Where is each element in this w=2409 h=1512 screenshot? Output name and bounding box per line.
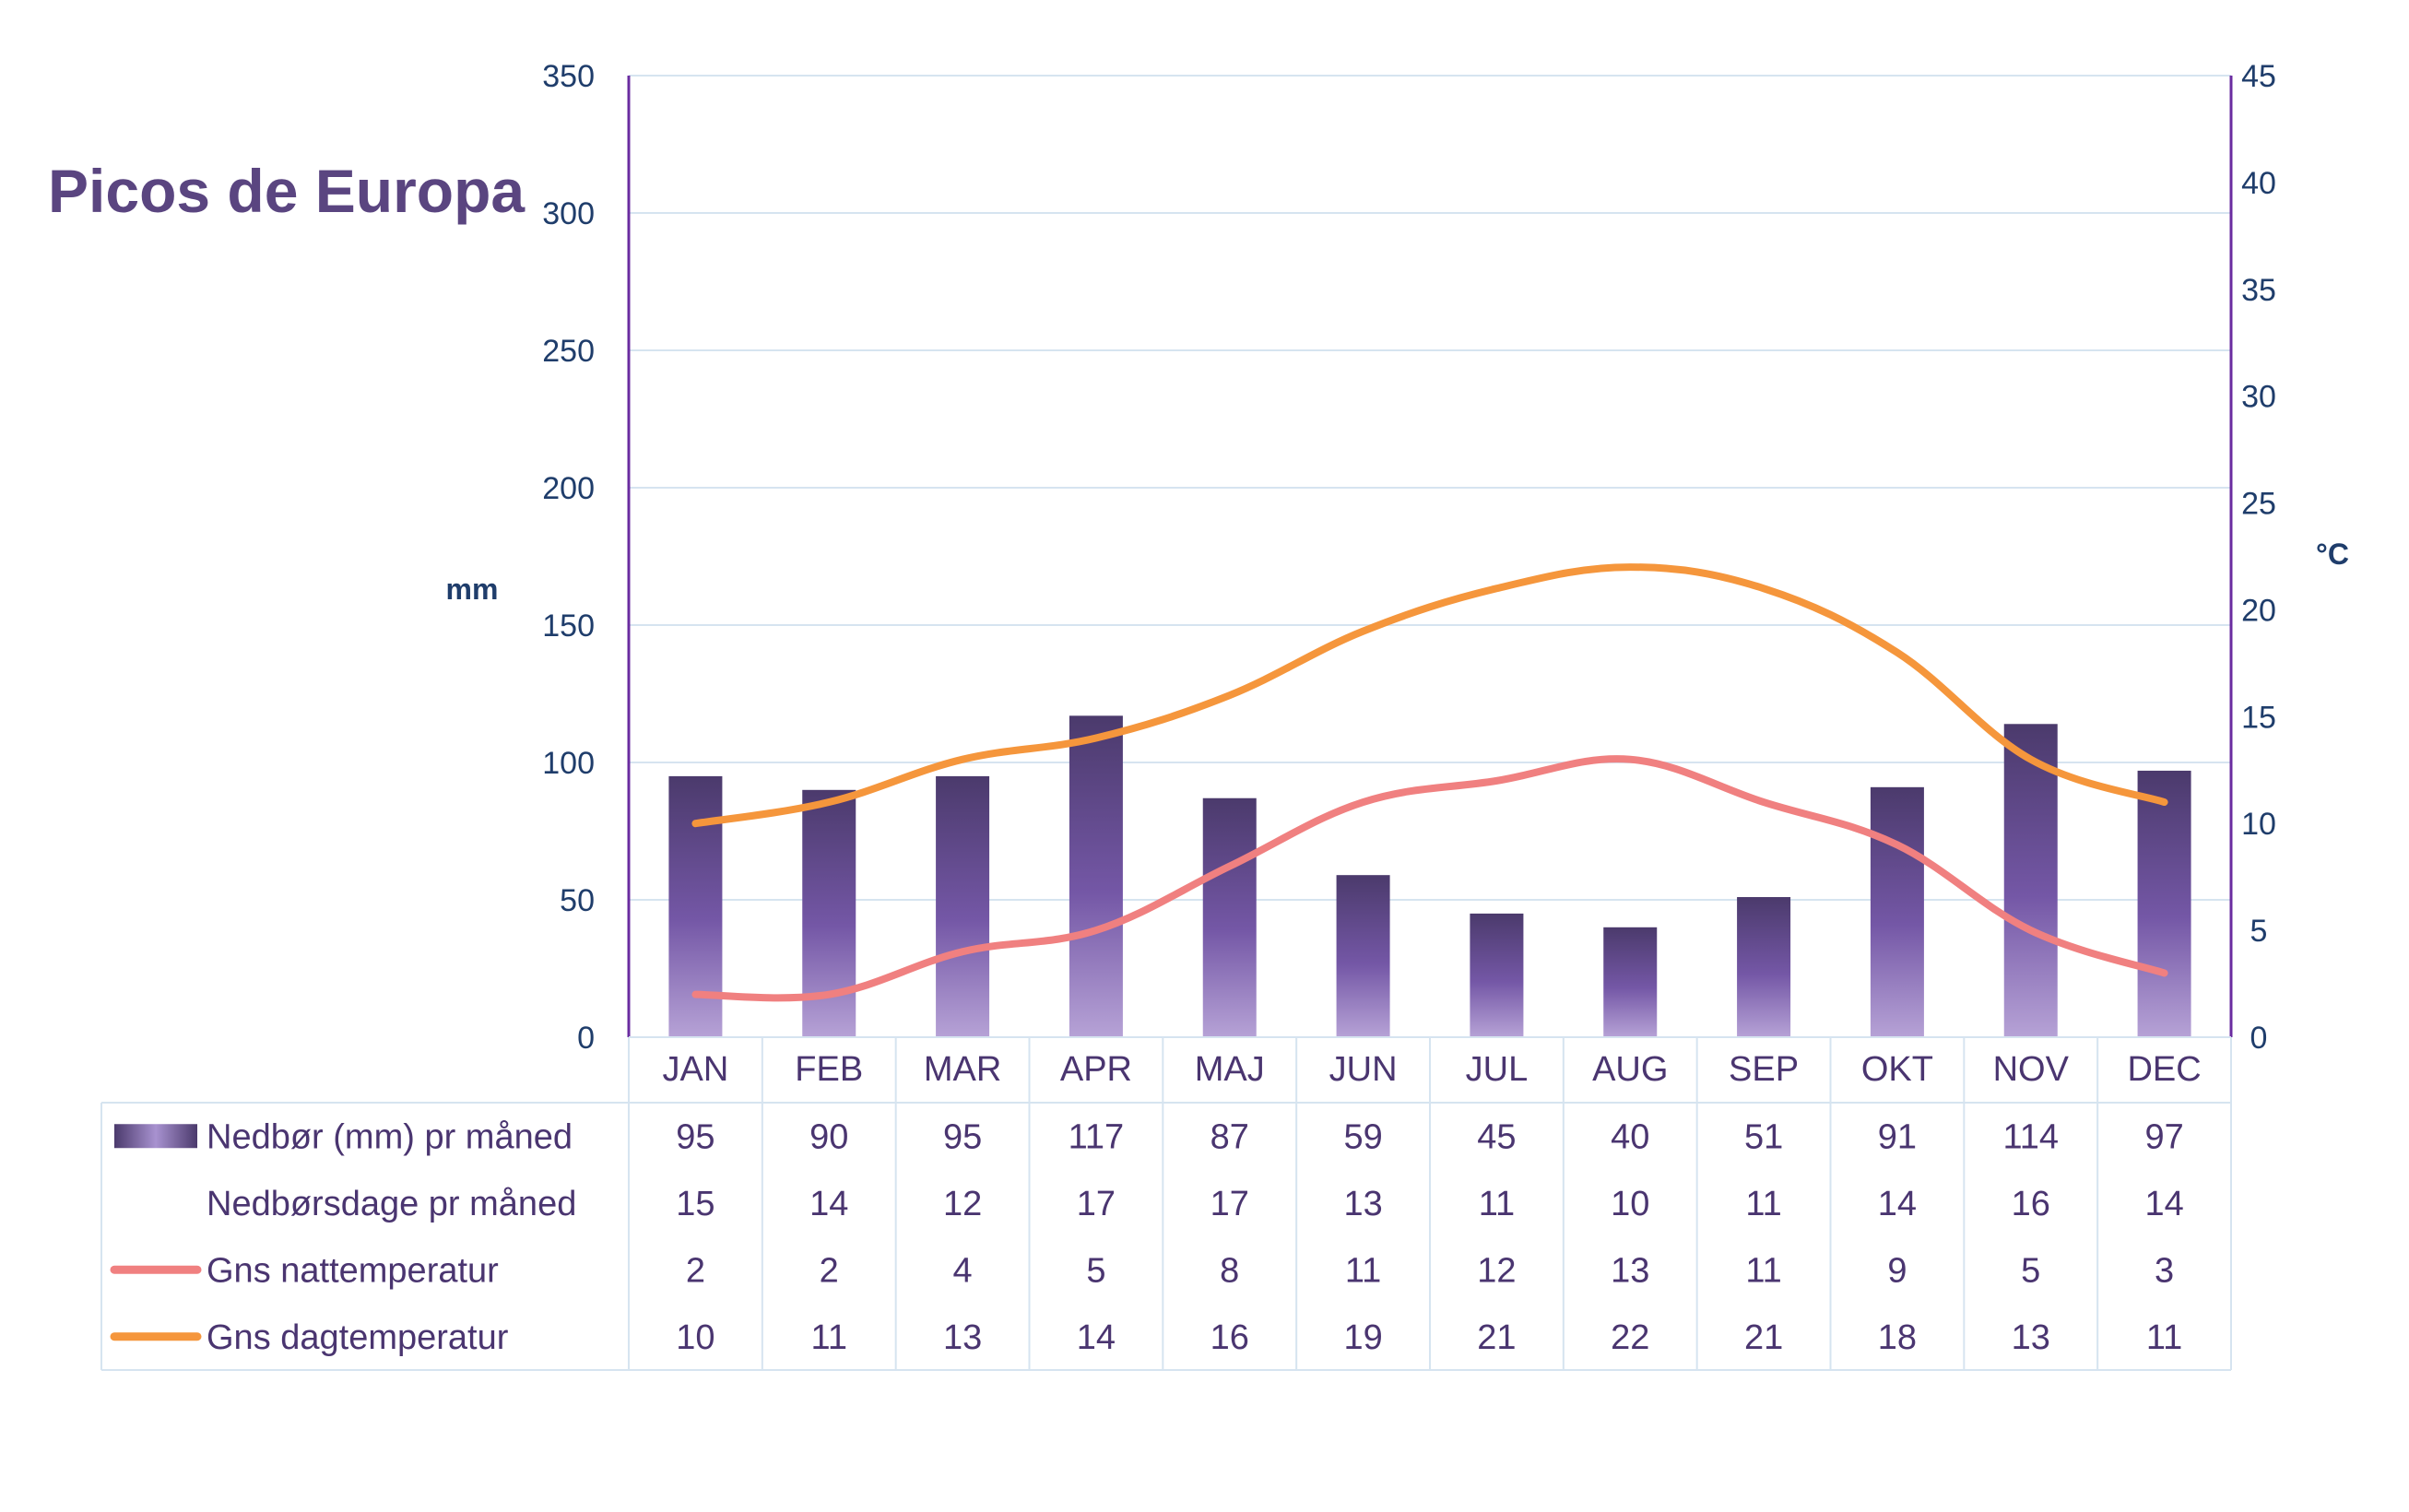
x-tick-label: OKT xyxy=(1861,1050,1933,1089)
right-tick-label: 0 xyxy=(2250,1021,2268,1056)
table-cell: 11 xyxy=(1745,1185,1781,1223)
x-tick-label: MAR xyxy=(924,1050,1001,1089)
table-cell: 11 xyxy=(1745,1251,1781,1290)
table-cell: 11 xyxy=(1479,1185,1515,1223)
left-tick-label: 100 xyxy=(542,746,595,781)
table-cell: 59 xyxy=(1343,1117,1382,1156)
x-tick-label: NOV xyxy=(1993,1050,2070,1089)
table-cell: 14 xyxy=(809,1185,848,1223)
table-cell: 95 xyxy=(943,1117,982,1156)
right-tick-label: 25 xyxy=(2241,487,2276,522)
table-cell: 16 xyxy=(2012,1185,2050,1223)
table-cell: 90 xyxy=(809,1117,848,1156)
right-tick-label: 5 xyxy=(2250,914,2268,949)
table-cell: 87 xyxy=(1210,1117,1249,1156)
table-cell: 18 xyxy=(1878,1318,1917,1357)
legend-swatch-precip xyxy=(114,1124,197,1149)
day-temp-line xyxy=(691,563,2168,828)
precip-bar xyxy=(1069,715,1123,1037)
table-cell: 17 xyxy=(1077,1185,1116,1223)
night-temp-line xyxy=(691,755,2168,1002)
table-cell: 11 xyxy=(1345,1251,1381,1290)
table-cell: 13 xyxy=(943,1318,982,1357)
x-tick-label: JUL xyxy=(1466,1050,1529,1089)
left-tick-label: 200 xyxy=(542,471,595,506)
x-tick-label: JAN xyxy=(663,1050,729,1089)
right-tick-label: 35 xyxy=(2241,273,2276,308)
left-tick-label: 300 xyxy=(542,196,595,231)
table-cell: 21 xyxy=(1744,1318,1783,1357)
table-cell: 45 xyxy=(1477,1117,1516,1156)
table-cell: 16 xyxy=(1210,1318,1249,1357)
table-cell: 5 xyxy=(1086,1251,1105,1290)
x-tick-label: JUN xyxy=(1329,1050,1398,1089)
table-row-label: Nedbør (mm) pr måned xyxy=(207,1117,573,1156)
table-cell: 19 xyxy=(1343,1318,1382,1357)
table-row-label: Nedbørsdage pr måned xyxy=(207,1185,576,1223)
table-cell: 10 xyxy=(1611,1185,1649,1223)
table-cell: 40 xyxy=(1611,1117,1649,1156)
table-cell: 21 xyxy=(1477,1318,1516,1357)
table-cell: 4 xyxy=(953,1251,973,1290)
table-cell: 5 xyxy=(2021,1251,2040,1290)
x-tick-label: APR xyxy=(1060,1050,1132,1089)
table-cell: 11 xyxy=(811,1318,847,1357)
table-cell: 9 xyxy=(1887,1251,1907,1290)
table-cell: 13 xyxy=(1343,1185,1382,1223)
precip-bar xyxy=(1737,897,1791,1037)
x-tick-label: DEC xyxy=(2127,1050,2201,1089)
table-cell: 2 xyxy=(820,1251,839,1290)
precip-bar xyxy=(1202,797,1257,1037)
precip-bar xyxy=(1603,927,1658,1037)
table-cell: 14 xyxy=(1878,1185,1917,1223)
precip-bar xyxy=(1870,786,1924,1037)
table-cell: 15 xyxy=(676,1185,714,1223)
right-tick-label: 45 xyxy=(2241,59,2276,94)
table-cell: 13 xyxy=(2012,1318,2050,1357)
table-row-label: Gns nattemperatur xyxy=(207,1251,499,1290)
table-cell: 95 xyxy=(676,1117,714,1156)
precip-bar xyxy=(1470,913,1524,1037)
table-cell: 12 xyxy=(943,1185,982,1223)
x-tick-label: AUG xyxy=(1592,1050,1668,1089)
right-tick-label: 20 xyxy=(2241,593,2276,628)
table-cell: 14 xyxy=(2144,1185,2183,1223)
table-cell: 91 xyxy=(1878,1117,1917,1156)
left-tick-label: 350 xyxy=(542,59,595,94)
table-cell: 51 xyxy=(1744,1117,1783,1156)
x-tick-label: FEB xyxy=(795,1050,863,1089)
precip-bar xyxy=(1336,875,1390,1037)
left-tick-label: 50 xyxy=(560,883,595,918)
table-cell: 3 xyxy=(2155,1251,2174,1290)
precip-bar xyxy=(2137,770,2191,1037)
left-axis-label: mm xyxy=(446,573,499,606)
left-tick-label: 150 xyxy=(542,608,595,644)
x-tick-label: SEP xyxy=(1729,1050,1799,1089)
chart-title: Picos de Europa xyxy=(48,157,525,225)
table-cell: 114 xyxy=(2002,1117,2059,1156)
table-cell: 14 xyxy=(1077,1318,1116,1357)
table-cell: 8 xyxy=(1220,1251,1239,1290)
right-tick-label: 40 xyxy=(2241,166,2276,201)
table-cell: 12 xyxy=(1477,1251,1516,1290)
right-axis-label: °C xyxy=(2316,537,2349,571)
table-cell: 22 xyxy=(1611,1318,1649,1357)
right-tick-label: 10 xyxy=(2241,807,2276,842)
table-cell: 2 xyxy=(686,1251,705,1290)
x-tick-label: MAJ xyxy=(1195,1050,1265,1089)
table-cell: 11 xyxy=(2146,1318,2182,1357)
right-tick-label: 30 xyxy=(2241,380,2276,415)
precip-bar xyxy=(936,775,990,1037)
table-cell: 17 xyxy=(1210,1185,1249,1223)
precip-bar xyxy=(2003,724,2058,1037)
table-cell: 10 xyxy=(676,1318,714,1357)
table-cell: 97 xyxy=(2144,1117,2183,1156)
table-row-label: Gns dagtemperatur xyxy=(207,1318,509,1357)
left-tick-label: 0 xyxy=(577,1021,595,1056)
table-cell: 13 xyxy=(1611,1251,1649,1290)
right-tick-label: 15 xyxy=(2241,700,2276,735)
left-tick-label: 250 xyxy=(542,334,595,369)
table-cell: 117 xyxy=(1069,1117,1125,1156)
